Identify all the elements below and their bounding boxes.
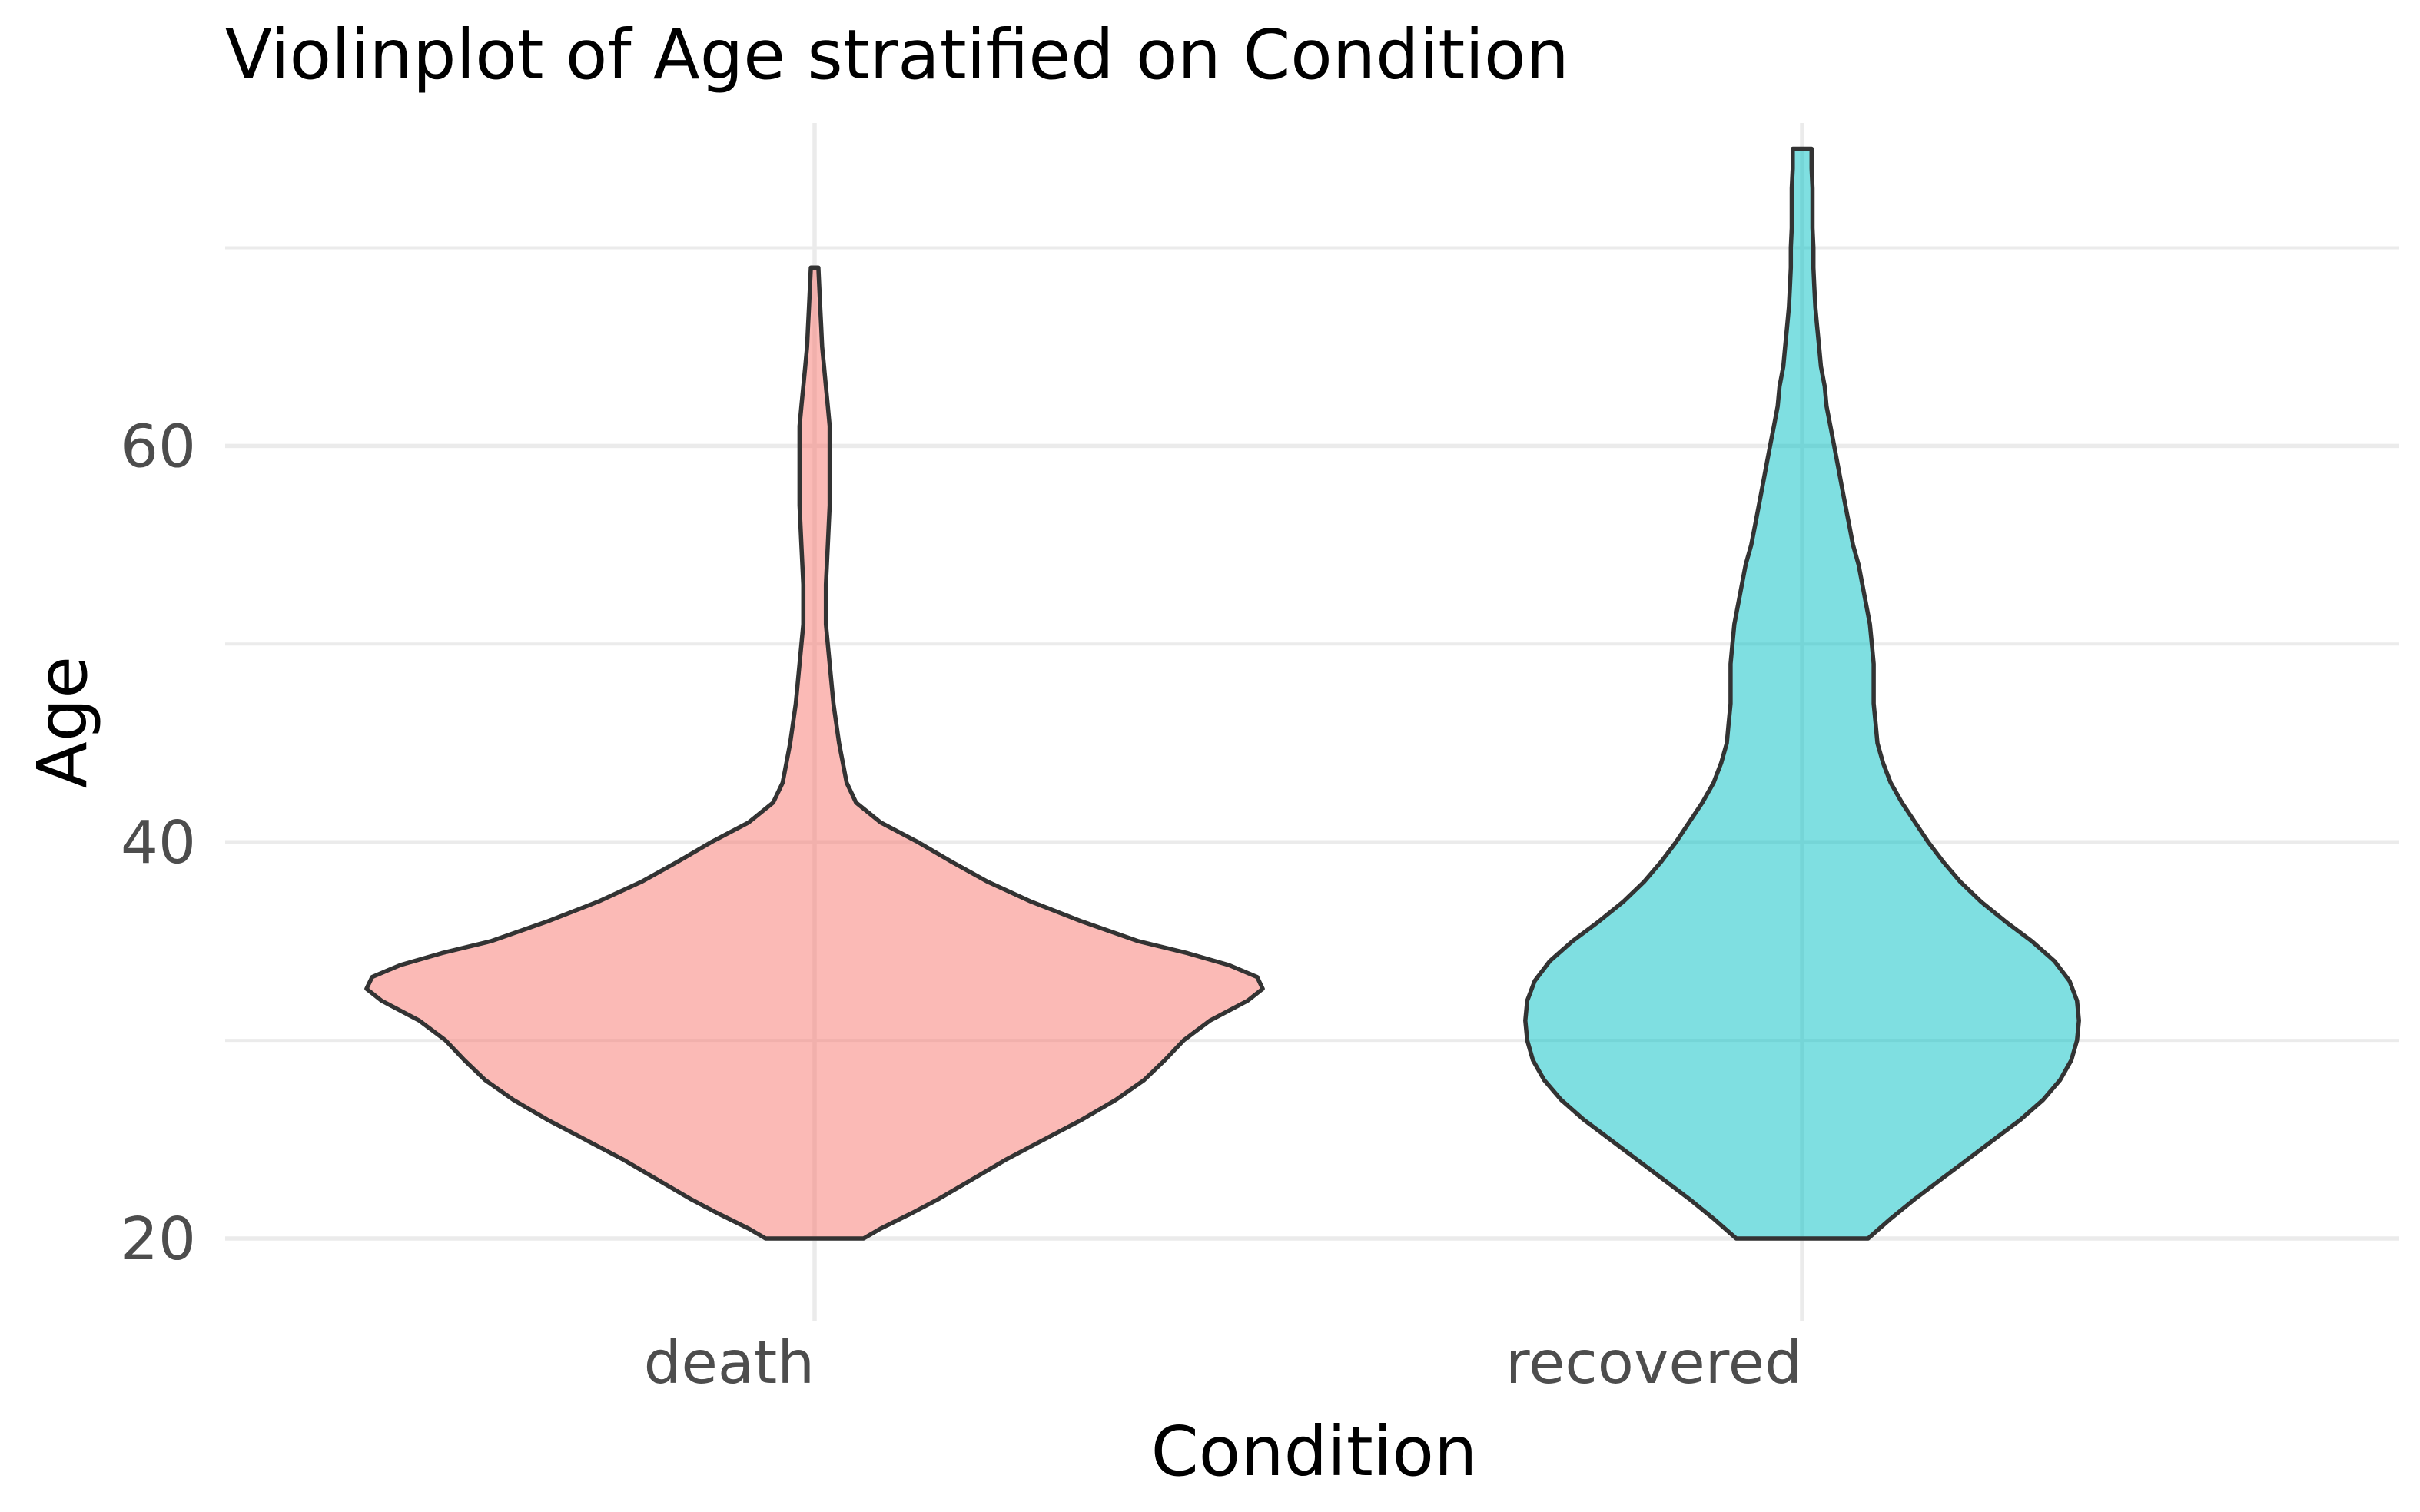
x-axis-title: Condition — [1151, 1411, 1478, 1491]
violin-death — [364, 265, 1265, 1241]
y-axis-title: Age — [22, 656, 102, 788]
y-tick-label: 20 — [121, 1205, 196, 1274]
x-tick-label-recovered: recovered — [1505, 1329, 1802, 1398]
chart-title: Violinplot of Age stratified on Conditio… — [225, 15, 1569, 94]
x-tick-label-death: death — [644, 1329, 815, 1398]
grid-layer — [225, 123, 2399, 1321]
violin-recovered — [1523, 146, 2081, 1241]
tick-layer: 20 40 60 death recovered — [121, 413, 1802, 1398]
y-tick-label: 60 — [121, 413, 196, 481]
y-tick-label: 40 — [121, 809, 196, 877]
violin-layer — [364, 146, 2081, 1241]
